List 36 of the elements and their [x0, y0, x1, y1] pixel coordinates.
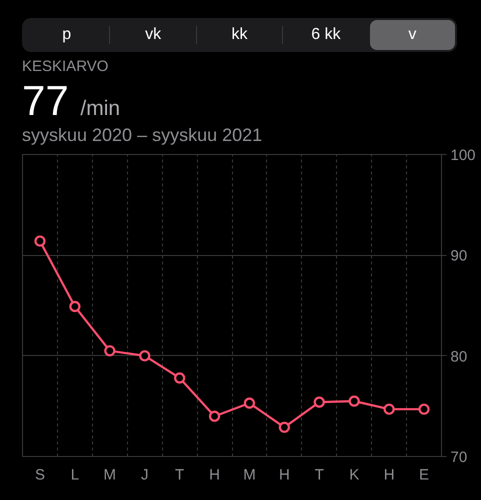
point: [244, 398, 256, 409]
x-tick-label: S: [34, 466, 45, 484]
x-tick-label: T: [314, 466, 324, 484]
x-tick-label: M: [104, 466, 116, 484]
point: [104, 345, 116, 356]
text: v: [370, 20, 456, 50]
y-tick-label: 90: [450, 248, 468, 265]
point: [278, 422, 290, 433]
x-tick-label: E: [419, 466, 430, 484]
chart-subtitle: syyskuu 2020 – syyskuu 2021: [22, 124, 262, 146]
chart-title: KESKIARVO: [22, 57, 110, 77]
x-tick-label: J: [140, 466, 148, 484]
point: [418, 404, 430, 415]
point: [69, 300, 80, 312]
text: 6 kk: [310, 25, 342, 45]
point: [314, 396, 325, 408]
text: kk: [230, 25, 249, 45]
point: [34, 235, 46, 247]
x-tick-label: H: [384, 466, 395, 484]
text: p: [61, 25, 72, 45]
x-tick-label: H: [278, 466, 290, 484]
x-tick-label: L: [70, 466, 80, 484]
x-tick-label: H: [209, 466, 220, 484]
point: [208, 410, 220, 422]
y-tick-label: 100: [450, 147, 476, 164]
text: 77 /min: [22, 77, 120, 124]
y-tick-label: 70: [450, 449, 468, 466]
text: vk: [144, 25, 162, 45]
point: [139, 350, 150, 362]
x-tick-label: T: [175, 466, 184, 484]
x-tick-label: M: [243, 466, 256, 484]
point: [174, 372, 186, 384]
point: [348, 396, 360, 407]
x-tick-label: K: [349, 466, 360, 484]
point: [384, 404, 395, 415]
y-tick-label: 80: [450, 348, 468, 366]
